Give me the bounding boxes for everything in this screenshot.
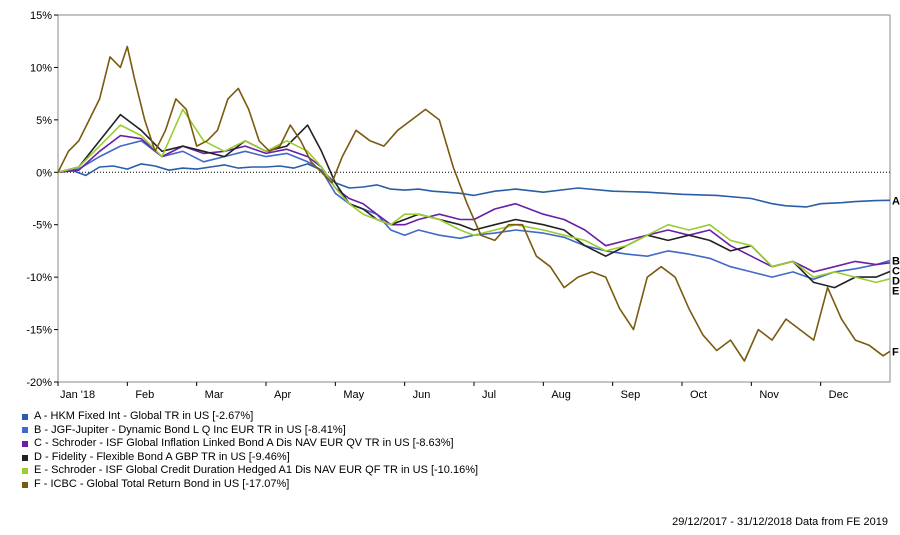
series-line-a	[57, 163, 891, 208]
x-tick-label: Nov	[759, 389, 779, 401]
chart-series	[57, 45, 891, 362]
x-tick-label: Feb	[135, 389, 154, 401]
y-tick-label: 5%	[36, 115, 52, 127]
series-line-f	[57, 45, 891, 362]
x-tick-label: Jan '18	[60, 389, 95, 401]
series-end-label-c: C	[892, 265, 900, 277]
data-source-footer: 29/12/2017 - 31/12/2018 Data from FE 201…	[672, 516, 888, 528]
chart-legend: A - HKM Fixed Int - Global TR in US [-2.…	[22, 410, 478, 492]
x-tick-label: Sep	[621, 389, 641, 401]
legend-item-d: D - Fidelity - Flexible Bond A GBP TR in…	[22, 451, 478, 465]
legend-item-c: C - Schroder - ISF Global Inflation Link…	[22, 437, 478, 451]
series-line-d	[57, 113, 891, 289]
legend-item-e: E - Schroder - ISF Global Credit Duratio…	[22, 464, 478, 478]
x-tick-label: May	[343, 389, 364, 401]
y-tick-label: -20%	[26, 377, 52, 389]
legend-label-c: C - Schroder - ISF Global Inflation Link…	[34, 437, 454, 450]
series-end-label-f: F	[892, 346, 899, 358]
legend-swatch-d	[22, 454, 28, 461]
y-tick-label: 10%	[30, 62, 52, 74]
y-tick-label: 0%	[36, 167, 52, 179]
x-tick-label: Jul	[482, 389, 496, 401]
plot-frame	[57, 14, 891, 383]
x-tick-label: Aug	[551, 389, 571, 401]
y-tick-label: -5%	[32, 220, 52, 232]
legend-swatch-f	[22, 481, 28, 488]
series-end-label-d: D	[892, 275, 900, 287]
legend-label-f: F - ICBC - Global Total Return Bond in U…	[34, 477, 290, 490]
legend-item-f: F - ICBC - Global Total Return Bond in U…	[22, 478, 478, 492]
series-line-c	[57, 134, 891, 273]
series-end-label-e: E	[892, 285, 899, 297]
x-tick-label: Dec	[829, 389, 849, 401]
series-end-label-b: B	[892, 255, 900, 267]
legend-swatch-e	[22, 468, 28, 475]
legend-item-a: A - HKM Fixed Int - Global TR in US [-2.…	[22, 410, 478, 424]
legend-swatch-b	[22, 427, 28, 434]
legend-label-a: A - HKM Fixed Int - Global TR in US [-2.…	[34, 410, 254, 422]
legend-item-b: B - JGF-Jupiter - Dynamic Bond L Q Inc E…	[22, 424, 478, 438]
series-line-b	[57, 140, 891, 281]
y-tick-label: -10%	[26, 272, 52, 284]
series-line-e	[57, 108, 891, 284]
y-tick-label: -15%	[26, 325, 52, 337]
x-tick-label: Mar	[205, 389, 224, 401]
legend-label-d: D - Fidelity - Flexible Bond A GBP TR in…	[34, 450, 290, 463]
legend-swatch-c	[22, 440, 28, 447]
chart-axes: -20% -15% -10% -5% 0% 5% 10% 15% Jan '18 Feb Mar Ap…	[26, 10, 848, 401]
series-end-label-a: A	[892, 195, 900, 207]
legend-swatch-a	[22, 413, 28, 420]
x-tick-label: Apr	[274, 389, 291, 401]
legend-label-b: B - JGF-Jupiter - Dynamic Bond L Q Inc E…	[34, 423, 346, 436]
y-tick-label: 15%	[30, 10, 52, 22]
line-chart: -20% -15% -10% -5% 0% 5% 10% 15% Jan '18 Feb Mar Ap…	[26, 10, 900, 401]
x-tick-label: Oct	[690, 389, 707, 401]
legend-label-e: E - Schroder - ISF Global Credit Duratio…	[34, 464, 479, 477]
x-tick-label: Jun	[413, 389, 431, 401]
chart-grid	[57, 14, 891, 383]
